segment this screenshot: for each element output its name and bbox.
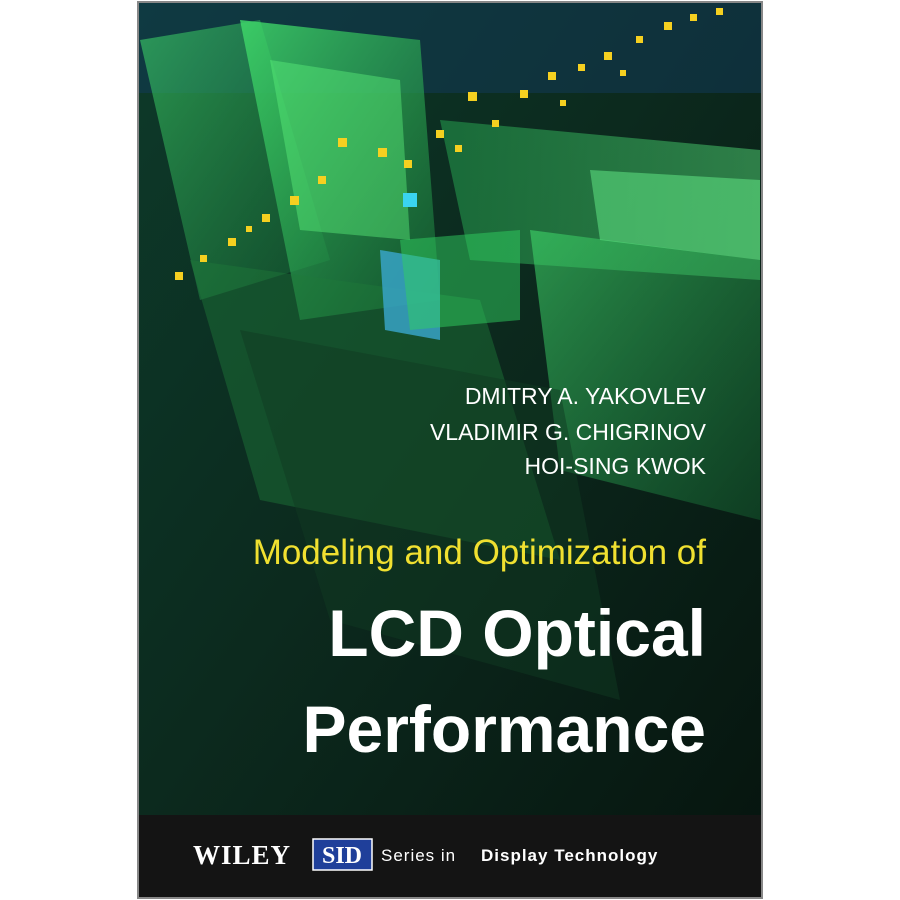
title-line: LCD Optical: [328, 596, 706, 670]
subtitle: Modeling and Optimization of: [253, 533, 707, 572]
author: VLADIMIR G. CHIGRINOV: [430, 419, 707, 445]
footer-bar: [139, 815, 761, 897]
title-line: Performance: [302, 692, 706, 766]
society: SID: [322, 843, 362, 869]
series-prefix: Series in: [381, 846, 456, 865]
series-name: Display Technology: [481, 846, 658, 865]
society-box: [312, 838, 373, 871]
publisher: WILEY: [193, 840, 291, 870]
author: DMITRY A. YAKOVLEV: [465, 383, 707, 409]
cover-art: [139, 3, 761, 700]
author: HOI-SING KWOK: [525, 453, 707, 479]
